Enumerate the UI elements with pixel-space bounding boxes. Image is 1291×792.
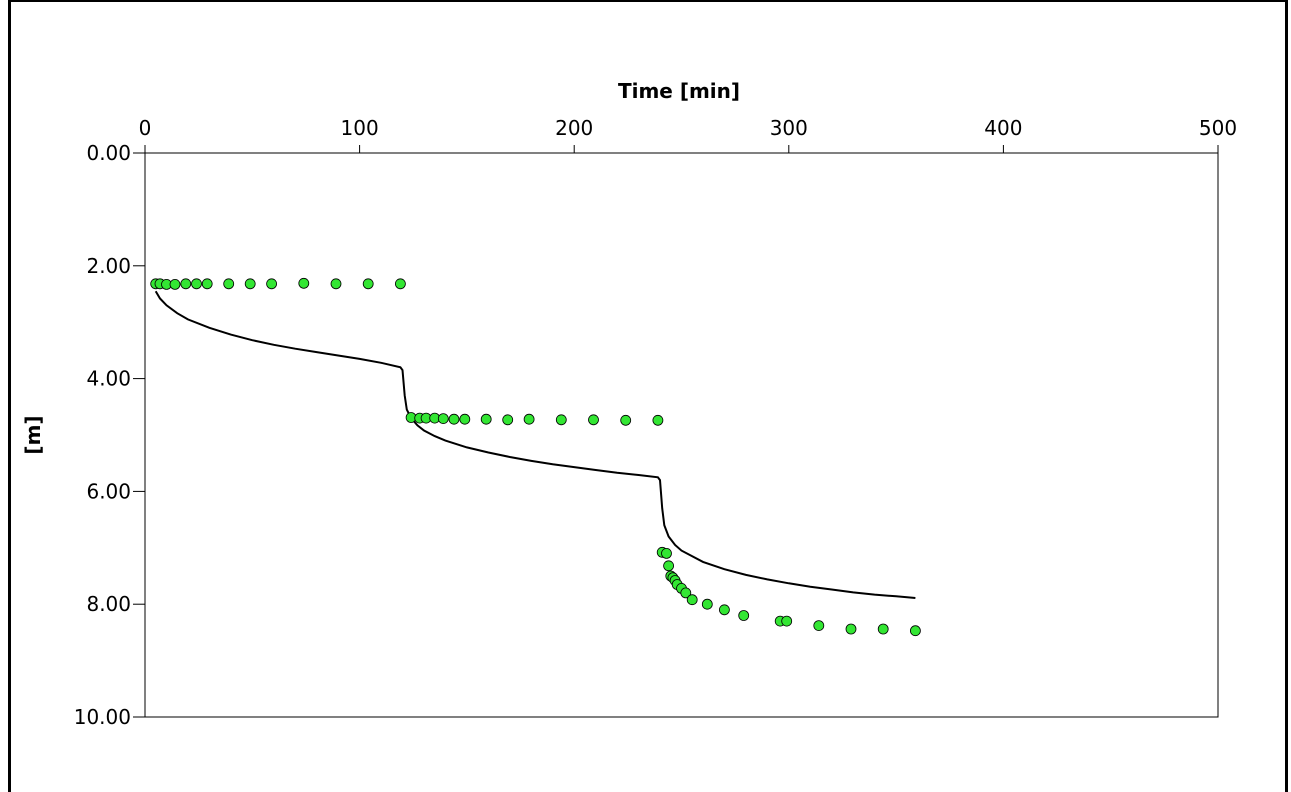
observed-data-point <box>180 278 192 290</box>
observed-data-point <box>502 414 514 426</box>
observed-data-point <box>813 620 825 631</box>
observed-data-point <box>266 278 278 290</box>
observed-data-point <box>169 278 181 290</box>
observed-data-point <box>661 548 672 559</box>
x-tick-label: 300 <box>770 116 808 140</box>
observed-data-point <box>686 594 698 606</box>
plot-area <box>144 152 1219 718</box>
y-axis-title: [m] <box>21 415 45 454</box>
observed-data-point <box>845 623 857 635</box>
observed-data-point <box>663 560 674 572</box>
simulated-drawdown-line <box>154 290 916 599</box>
observed-data-point <box>910 625 921 637</box>
observed-data-point <box>555 414 567 426</box>
y-tick-label: 8.00 <box>86 592 131 616</box>
y-tick-label: 4.00 <box>86 367 131 391</box>
observed-data-point <box>298 277 310 289</box>
observed-data-point <box>620 414 632 426</box>
observed-data-point <box>394 278 406 290</box>
observed-data-point <box>201 278 213 290</box>
y-tick-label: 6.00 <box>86 479 131 503</box>
x-tick-label: 100 <box>341 116 379 140</box>
observed-data-point <box>437 413 449 425</box>
x-axis: 0 100 200 300 400 500 <box>139 116 1237 153</box>
observed-data-point <box>781 615 793 627</box>
observed-data-point <box>244 278 256 290</box>
observed-data-point <box>523 413 535 425</box>
y-tick-label: 0.00 <box>86 141 131 165</box>
y-axis: 0.00 2.00 4.00 6.00 8.00 10.00 <box>74 141 145 729</box>
chart-frame <box>8 0 1288 792</box>
observed-data-point <box>191 278 202 290</box>
observed-data-point <box>588 414 599 426</box>
observed-data-point <box>738 610 750 621</box>
observed-data-point <box>330 278 342 290</box>
x-axis-title: Time [min] <box>618 79 740 103</box>
observed-data-point <box>652 414 664 426</box>
observed-data-point <box>680 587 692 599</box>
x-tick-label: 0 <box>139 116 152 140</box>
y-tick-label: 10.00 <box>74 705 131 729</box>
x-tick-label: 500 <box>1199 116 1237 140</box>
x-tick-label: 200 <box>555 116 593 140</box>
observed-data-point <box>480 413 492 425</box>
observed-data-point <box>459 413 471 425</box>
y-tick-label: 2.00 <box>86 254 131 278</box>
observed-data-point <box>362 278 374 290</box>
observed-data-point <box>701 598 713 610</box>
observed-data-point <box>448 413 460 425</box>
observed-data-point <box>719 604 730 616</box>
observed-data-point <box>223 278 235 290</box>
series-layer <box>150 277 921 637</box>
x-tick-label: 400 <box>984 116 1022 140</box>
observed-data-point <box>877 623 889 635</box>
